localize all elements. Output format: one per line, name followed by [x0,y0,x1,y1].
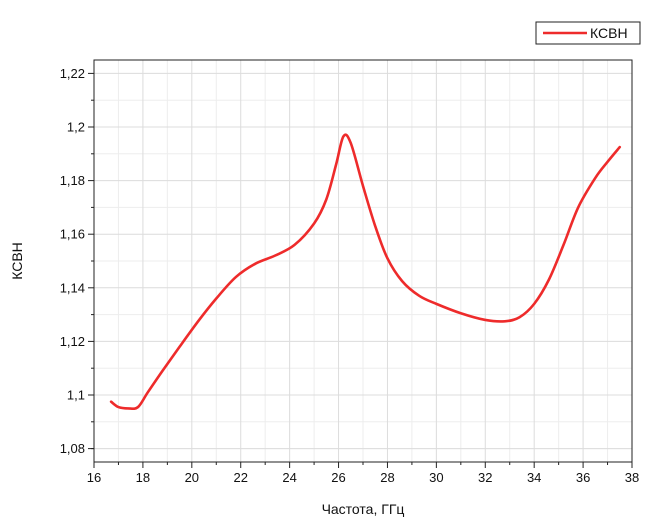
x-tick-label: 32 [478,470,492,485]
y-tick-label: 1,16 [60,227,85,242]
y-tick-label: 1,18 [60,173,85,188]
x-axis-title: Частота, ГГц [322,501,405,517]
y-tick-label: 1,08 [60,441,85,456]
y-axis-title: КСВН [9,242,25,280]
x-tick-label: 36 [576,470,590,485]
x-tick-label: 28 [380,470,394,485]
legend-box [535,21,641,45]
x-tick-label: 30 [429,470,443,485]
x-tick-label: 34 [527,470,541,485]
x-axis-ticks [93,462,633,468]
y-tick-label: 1,1 [67,388,85,403]
legend-entry-vswr: КСВН [590,25,628,41]
x-tick-label: 22 [233,470,247,485]
legend: КСВН [535,21,641,45]
y-tick-label: 1,14 [60,280,85,295]
x-tick-label: 26 [331,470,345,485]
x-tick-label: 24 [282,470,296,485]
y-tick-label: 1,22 [60,66,85,81]
y-tick-label: 1,2 [67,120,85,135]
x-axis-tick-labels: 16 18 20 22 24 26 28 30 32 34 36 38 [87,470,639,485]
y-axis-ticks [88,72,94,450]
x-tick-label: 38 [625,470,639,485]
x-tick-label: 18 [136,470,150,485]
minor-grid [94,60,632,462]
x-tick-label: 16 [87,470,101,485]
series-layer [109,133,622,411]
x-tick-label: 20 [185,470,199,485]
y-axis-tick-labels: 1,08 1,1 1,12 1,14 1,16 1,18 1,2 1,22 [60,66,85,456]
series-line-vswr [109,133,622,411]
y-tick-label: 1,12 [60,334,85,349]
